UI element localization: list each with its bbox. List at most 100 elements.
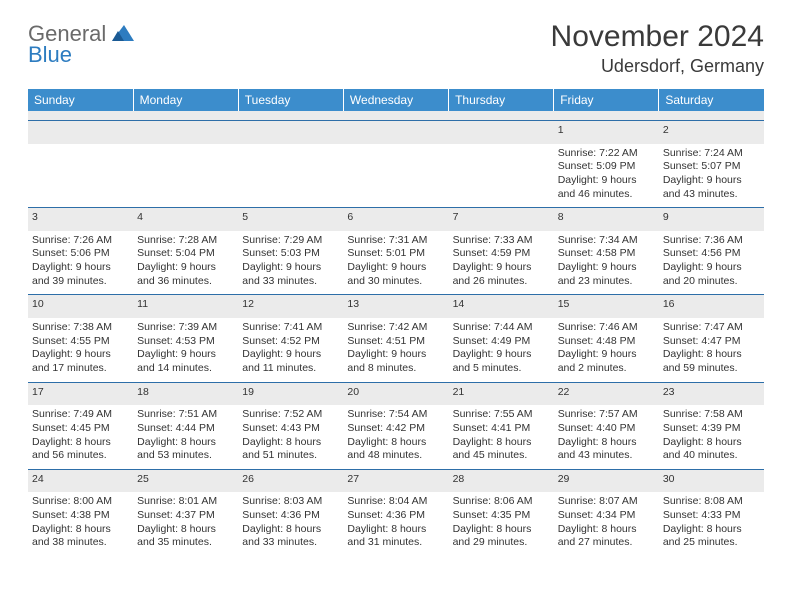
day-number: 14 xyxy=(449,295,554,318)
sunrise-text: Sunrise: 7:41 AM xyxy=(242,321,339,335)
daylight-text: Daylight: 9 hours and 33 minutes. xyxy=(242,261,339,288)
sunrise-text: Sunrise: 8:00 AM xyxy=(32,495,129,509)
daylight-text: Daylight: 8 hours and 25 minutes. xyxy=(663,523,760,550)
day-number: 18 xyxy=(133,382,238,405)
day-cell: Sunrise: 7:51 AMSunset: 4:44 PMDaylight:… xyxy=(133,405,238,469)
day-cell: Sunrise: 8:07 AMSunset: 4:34 PMDaylight:… xyxy=(554,492,659,556)
day-cell: Sunrise: 7:26 AMSunset: 5:06 PMDaylight:… xyxy=(28,231,133,295)
empty-cell xyxy=(133,144,238,208)
day-number: 4 xyxy=(133,208,238,231)
day-number: 28 xyxy=(449,469,554,492)
daylight-text: Daylight: 9 hours and 23 minutes. xyxy=(558,261,655,288)
sunset-text: Sunset: 4:42 PM xyxy=(347,422,444,436)
daylight-text: Daylight: 9 hours and 11 minutes. xyxy=(242,348,339,375)
day-cell: Sunrise: 7:49 AMSunset: 4:45 PMDaylight:… xyxy=(28,405,133,469)
daylight-text: Daylight: 9 hours and 30 minutes. xyxy=(347,261,444,288)
sunset-text: Sunset: 4:58 PM xyxy=(558,247,655,261)
day-cell: Sunrise: 7:55 AMSunset: 4:41 PMDaylight:… xyxy=(449,405,554,469)
flag-icon xyxy=(112,24,134,45)
daylight-text: Daylight: 8 hours and 31 minutes. xyxy=(347,523,444,550)
daytext-row: Sunrise: 7:38 AMSunset: 4:55 PMDaylight:… xyxy=(28,318,764,382)
day-number: 11 xyxy=(133,295,238,318)
daytext-row: Sunrise: 7:22 AMSunset: 5:09 PMDaylight:… xyxy=(28,144,764,208)
daytext-row: Sunrise: 7:26 AMSunset: 5:06 PMDaylight:… xyxy=(28,231,764,295)
sunset-text: Sunset: 4:41 PM xyxy=(453,422,550,436)
sunset-text: Sunset: 4:39 PM xyxy=(663,422,760,436)
daylight-text: Daylight: 8 hours and 43 minutes. xyxy=(558,436,655,463)
empty-daynum xyxy=(449,121,554,144)
day-cell: Sunrise: 8:01 AMSunset: 4:37 PMDaylight:… xyxy=(133,492,238,556)
day-number: 1 xyxy=(554,121,659,144)
day-cell: Sunrise: 7:57 AMSunset: 4:40 PMDaylight:… xyxy=(554,405,659,469)
sunset-text: Sunset: 4:34 PM xyxy=(558,509,655,523)
daylight-text: Daylight: 8 hours and 45 minutes. xyxy=(453,436,550,463)
daylight-text: Daylight: 8 hours and 40 minutes. xyxy=(663,436,760,463)
daylight-text: Daylight: 9 hours and 26 minutes. xyxy=(453,261,550,288)
sunrise-text: Sunrise: 8:04 AM xyxy=(347,495,444,509)
sunrise-text: Sunrise: 7:29 AM xyxy=(242,234,339,248)
location: Udersdorf, Germany xyxy=(551,56,764,77)
sunrise-text: Sunrise: 7:47 AM xyxy=(663,321,760,335)
empty-daynum xyxy=(343,121,448,144)
day-cell: Sunrise: 7:58 AMSunset: 4:39 PMDaylight:… xyxy=(659,405,764,469)
day-cell: Sunrise: 7:29 AMSunset: 5:03 PMDaylight:… xyxy=(238,231,343,295)
daylight-text: Daylight: 8 hours and 56 minutes. xyxy=(32,436,129,463)
day-number: 2 xyxy=(659,121,764,144)
daylight-text: Daylight: 9 hours and 14 minutes. xyxy=(137,348,234,375)
daylight-text: Daylight: 9 hours and 43 minutes. xyxy=(663,174,760,201)
day-cell: Sunrise: 7:28 AMSunset: 5:04 PMDaylight:… xyxy=(133,231,238,295)
day-number: 24 xyxy=(28,469,133,492)
weekday-header: Sunday xyxy=(28,89,133,111)
weekday-header: Friday xyxy=(554,89,659,111)
daylight-text: Daylight: 8 hours and 27 minutes. xyxy=(558,523,655,550)
daylight-text: Daylight: 8 hours and 48 minutes. xyxy=(347,436,444,463)
sunrise-text: Sunrise: 7:33 AM xyxy=(453,234,550,248)
day-number: 26 xyxy=(238,469,343,492)
daytext-row: Sunrise: 8:00 AMSunset: 4:38 PMDaylight:… xyxy=(28,492,764,556)
sunrise-text: Sunrise: 8:01 AM xyxy=(137,495,234,509)
day-cell: Sunrise: 7:42 AMSunset: 4:51 PMDaylight:… xyxy=(343,318,448,382)
sunrise-text: Sunrise: 7:57 AM xyxy=(558,408,655,422)
sunset-text: Sunset: 4:48 PM xyxy=(558,335,655,349)
sunrise-text: Sunrise: 7:44 AM xyxy=(453,321,550,335)
day-cell: Sunrise: 7:38 AMSunset: 4:55 PMDaylight:… xyxy=(28,318,133,382)
day-cell: Sunrise: 7:54 AMSunset: 4:42 PMDaylight:… xyxy=(343,405,448,469)
day-number: 19 xyxy=(238,382,343,405)
sunset-text: Sunset: 4:37 PM xyxy=(137,509,234,523)
day-number: 5 xyxy=(238,208,343,231)
sunset-text: Sunset: 4:51 PM xyxy=(347,335,444,349)
day-number: 23 xyxy=(659,382,764,405)
daylight-text: Daylight: 9 hours and 20 minutes. xyxy=(663,261,760,288)
sunset-text: Sunset: 4:53 PM xyxy=(137,335,234,349)
weekday-header: Tuesday xyxy=(238,89,343,111)
title-block: November 2024 Udersdorf, Germany xyxy=(551,20,764,77)
daylight-text: Daylight: 9 hours and 36 minutes. xyxy=(137,261,234,288)
day-cell: Sunrise: 7:31 AMSunset: 5:01 PMDaylight:… xyxy=(343,231,448,295)
calendar-table: SundayMondayTuesdayWednesdayThursdayFrid… xyxy=(28,89,764,556)
daynum-row: 17181920212223 xyxy=(28,382,764,405)
sunrise-text: Sunrise: 7:46 AM xyxy=(558,321,655,335)
sunrise-text: Sunrise: 7:28 AM xyxy=(137,234,234,248)
sunset-text: Sunset: 4:36 PM xyxy=(347,509,444,523)
sunset-text: Sunset: 4:33 PM xyxy=(663,509,760,523)
sunset-text: Sunset: 4:40 PM xyxy=(558,422,655,436)
sunrise-text: Sunrise: 7:26 AM xyxy=(32,234,129,248)
spacer-row xyxy=(28,111,764,121)
day-number: 29 xyxy=(554,469,659,492)
calendar-head: SundayMondayTuesdayWednesdayThursdayFrid… xyxy=(28,89,764,111)
day-cell: Sunrise: 8:06 AMSunset: 4:35 PMDaylight:… xyxy=(449,492,554,556)
sunset-text: Sunset: 4:44 PM xyxy=(137,422,234,436)
daylight-text: Daylight: 9 hours and 39 minutes. xyxy=(32,261,129,288)
sunset-text: Sunset: 4:43 PM xyxy=(242,422,339,436)
sunset-text: Sunset: 4:45 PM xyxy=(32,422,129,436)
day-number: 6 xyxy=(343,208,448,231)
day-number: 7 xyxy=(449,208,554,231)
sunrise-text: Sunrise: 7:42 AM xyxy=(347,321,444,335)
day-number: 3 xyxy=(28,208,133,231)
day-cell: Sunrise: 7:52 AMSunset: 4:43 PMDaylight:… xyxy=(238,405,343,469)
daynum-row: 24252627282930 xyxy=(28,469,764,492)
daylight-text: Daylight: 8 hours and 35 minutes. xyxy=(137,523,234,550)
sunrise-text: Sunrise: 7:58 AM xyxy=(663,408,760,422)
day-number: 9 xyxy=(659,208,764,231)
day-cell: Sunrise: 7:41 AMSunset: 4:52 PMDaylight:… xyxy=(238,318,343,382)
